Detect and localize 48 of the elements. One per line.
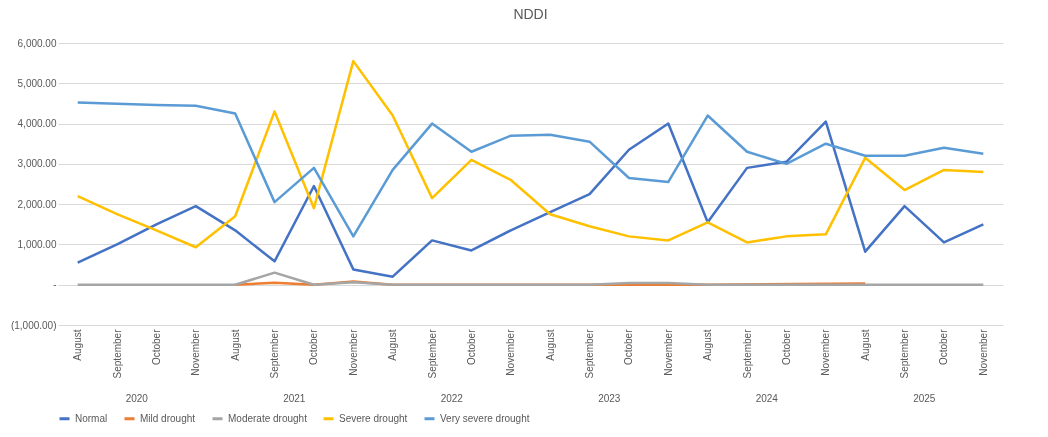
x-tick-label: August	[702, 329, 714, 361]
legend-label: Moderate drought	[228, 412, 308, 424]
y-tick-label: 4,000.00	[17, 118, 57, 130]
x-tick-label: October	[465, 328, 477, 366]
y-tick-label: 3,000.00	[17, 158, 57, 170]
x-tick-label: August	[544, 329, 556, 361]
text: 2025	[913, 393, 936, 404]
x-tick-label: August	[229, 329, 241, 361]
y-tick-label: 2,000.00	[17, 198, 57, 210]
x-tick-label: September	[426, 328, 438, 379]
x-tick-label: October	[150, 328, 162, 366]
x-tick-label: September	[111, 328, 123, 379]
x-tick-label: October	[780, 328, 792, 366]
x-tick-label: November	[190, 328, 202, 376]
line-series	[76, 101, 985, 238]
x-tick-label: October	[938, 328, 950, 366]
text: 2020	[125, 393, 149, 404]
line-series	[76, 120, 985, 278]
x-tick-label: November	[662, 328, 674, 376]
chart-title: NDDI	[513, 6, 548, 22]
y-tick-label: -	[53, 279, 57, 291]
x-tick-label: August	[859, 329, 871, 361]
legend-label: Very severe drought	[440, 412, 530, 424]
legend-label: Severe drought	[339, 412, 408, 424]
x-tick-label: November	[977, 328, 989, 376]
legend-label: Mild drought	[140, 412, 196, 424]
line-series	[76, 271, 985, 286]
x-tick-label: November	[347, 328, 359, 376]
x-tick-label: October	[623, 328, 635, 366]
x-tick-label: November	[505, 328, 517, 376]
x-tick-label: October	[308, 328, 320, 366]
legend-label: Normal	[75, 412, 108, 424]
text: 2022	[440, 393, 464, 404]
x-tick-label: September	[899, 328, 911, 379]
x-tick-label: September	[741, 328, 753, 379]
x-tick-label: August	[387, 329, 399, 361]
y-tick-label: 1,000.00	[17, 238, 57, 250]
x-tick-label: September	[584, 328, 596, 379]
y-tick-label: 6,000.00	[17, 37, 57, 49]
text: 2021	[283, 393, 306, 404]
x-tick-label: August	[72, 329, 84, 361]
text: 2024	[755, 393, 779, 404]
y-tick-label: 5,000.00	[17, 77, 57, 89]
line-series	[76, 59, 985, 249]
y-tick-label: (1,000.00)	[10, 319, 57, 331]
x-tick-label: November	[820, 328, 832, 376]
text: 2023	[598, 393, 621, 404]
x-tick-label: September	[269, 328, 281, 379]
